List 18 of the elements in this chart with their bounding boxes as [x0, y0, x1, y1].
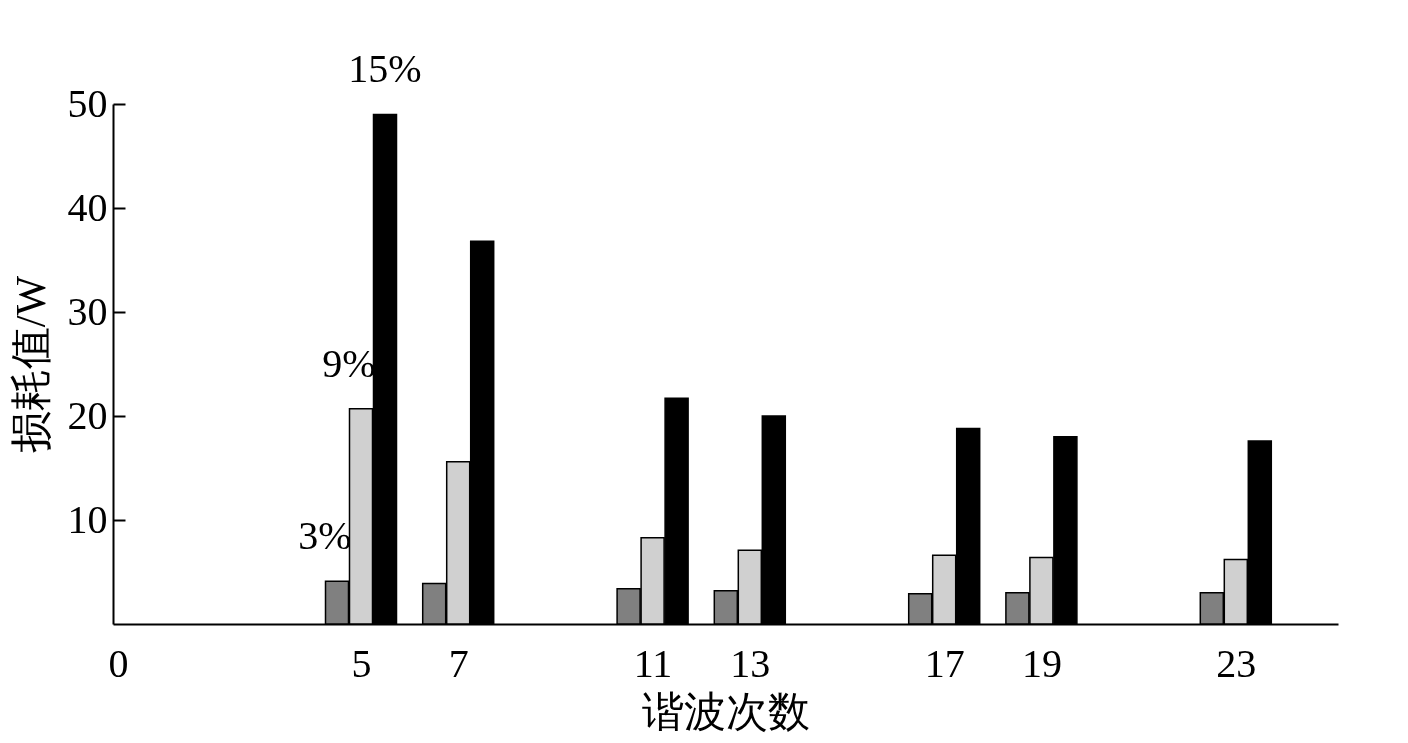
y-tick-label: 20	[67, 392, 108, 438]
y-tick-label: 50	[67, 80, 108, 126]
x-axis-title: 谐波次数	[642, 688, 810, 735]
x-tick-label: 5	[351, 640, 372, 686]
x-tick-label: 0	[108, 640, 129, 686]
x-tick-label: 13	[730, 640, 771, 686]
y-tick-label: 10	[67, 496, 108, 542]
y-tick-label: 40	[67, 184, 108, 230]
series-label: 9%	[322, 340, 376, 386]
x-tick-label: 23	[1216, 640, 1257, 686]
y-tick-label: 30	[67, 288, 108, 334]
x-tick-label: 7	[448, 640, 469, 686]
series-label: 3%	[298, 513, 352, 559]
series-label: 15%	[348, 46, 422, 92]
x-tick-label: 11	[633, 640, 673, 686]
x-tick-label: 19	[1021, 640, 1062, 686]
x-tick-label: 17	[924, 640, 965, 686]
y-axis-title: 损耗值/W	[7, 275, 54, 454]
